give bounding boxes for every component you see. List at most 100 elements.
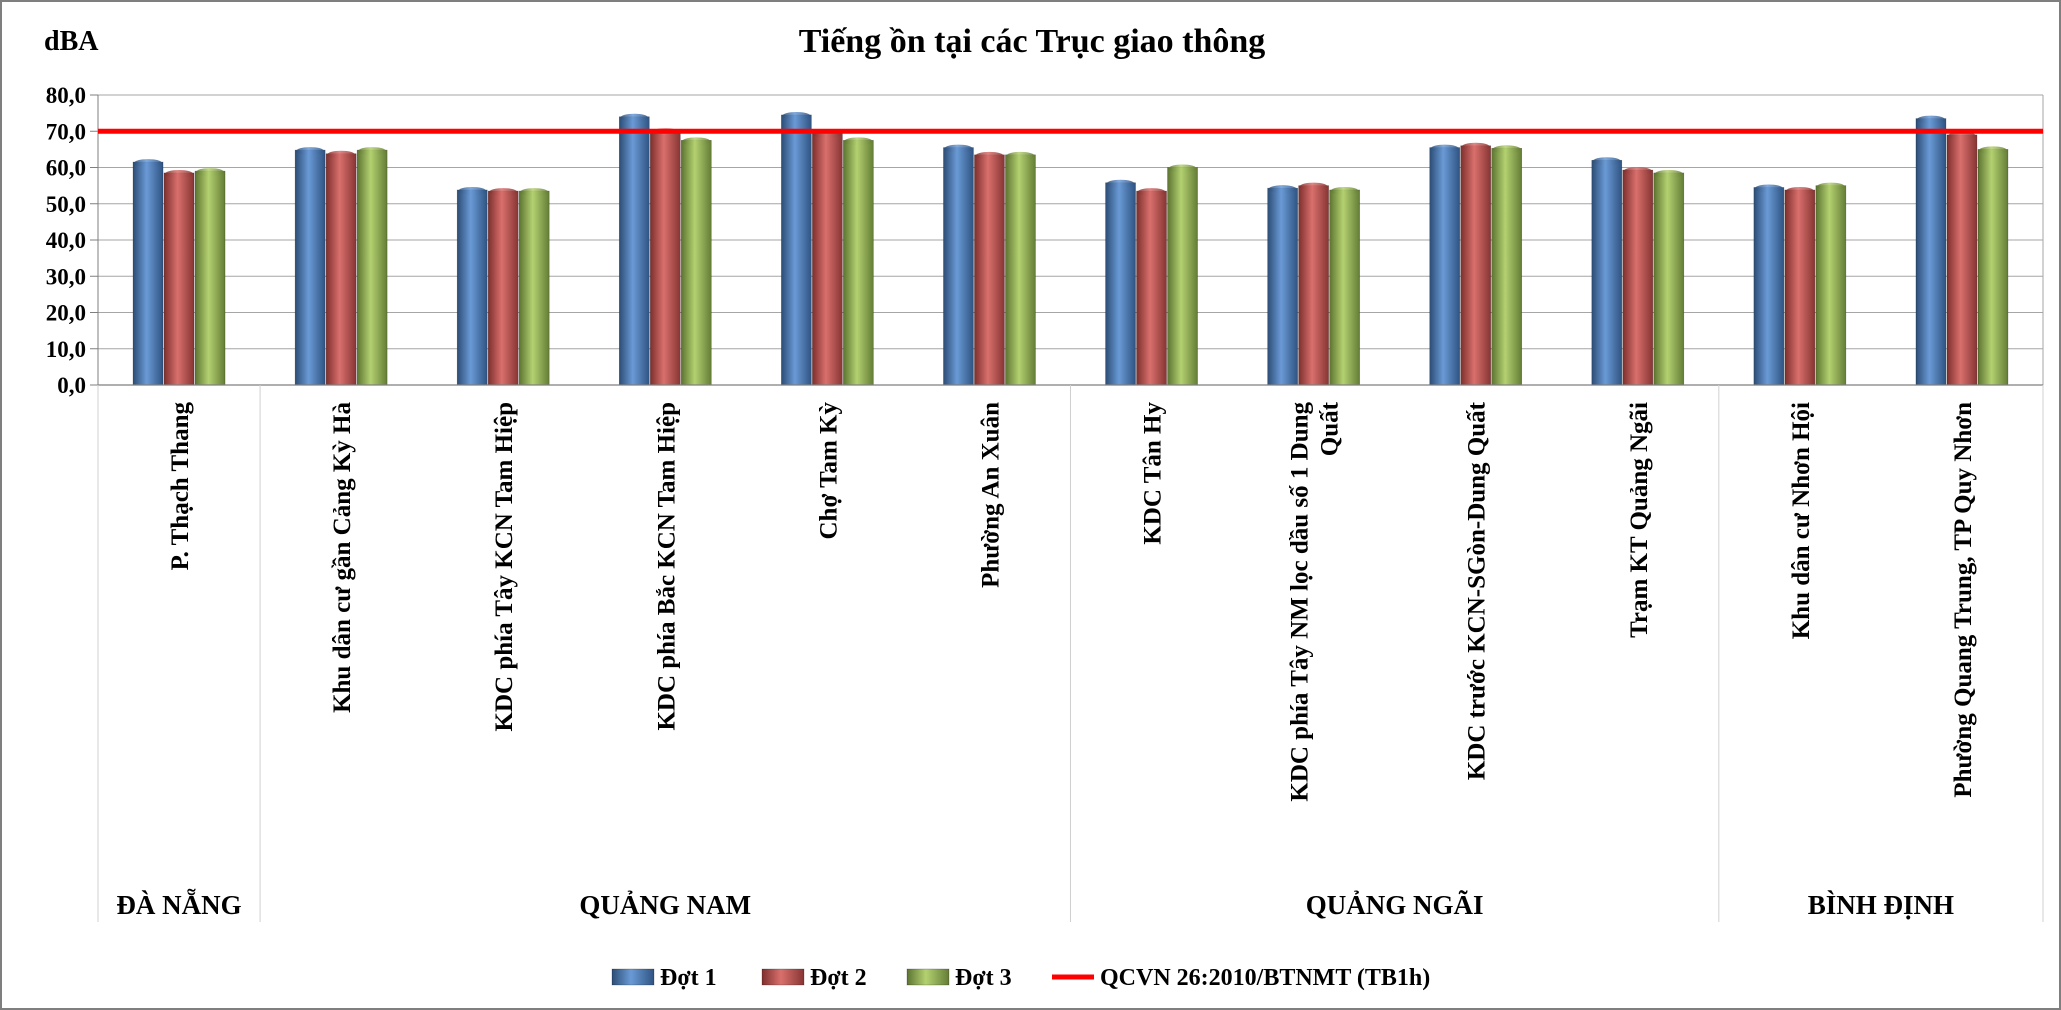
bar-cap-series-2-cat-11 (1785, 186, 1814, 195)
y-tick-label: 70,0 (46, 119, 86, 144)
bar-series-2-cat-11 (1784, 189, 1816, 386)
bar-series-2-cat-4 (649, 130, 681, 386)
category-label: Khu dân cư gần Cảng Kỳ Hà (329, 402, 356, 713)
bar-cap-series-2-cat-7 (1137, 188, 1166, 197)
bar-cap-series-3-cat-4 (682, 137, 711, 146)
bar-series-2-cat-10 (1622, 169, 1654, 386)
y-tick-label: 30,0 (46, 264, 86, 289)
bar-cap-series-2-cat-2 (327, 150, 356, 159)
bar-cap-series-2-cat-6 (975, 151, 1004, 160)
bar-series-1-cat-10 (1591, 159, 1623, 386)
y-tick-label: 10,0 (46, 337, 86, 362)
bar-cap-series-1-cat-9 (1430, 144, 1459, 153)
bar-series-3-cat-4 (680, 140, 712, 386)
bar-series-1-cat-8 (1267, 187, 1298, 386)
bar-series-3-cat-10 (1653, 172, 1685, 386)
bar-cap-series-2-cat-1 (165, 169, 194, 178)
legend: Đợt 1 Đợt 2 Đợt 3 QCVN 26:2010/BTNMT (TB1h) (611, 965, 1430, 991)
bar-cap-series-3-cat-10 (1654, 169, 1683, 178)
bar-cap-series-1-cat-4 (620, 113, 649, 122)
bar-cap-series-3-cat-2 (358, 147, 387, 156)
y-tick-label: 40,0 (46, 228, 86, 253)
bar-series-3-cat-8 (1329, 189, 1360, 386)
y-tick-label: 0,0 (57, 373, 86, 398)
bar-series-2-cat-3 (487, 190, 519, 386)
bar-cap-series-3-cat-12 (1978, 146, 2007, 155)
bar-series-3-cat-2 (356, 149, 388, 386)
bar-cap-series-3-cat-11 (1816, 182, 1845, 191)
bar-cap-series-1-cat-5 (782, 111, 811, 120)
bar-series-1-cat-1 (132, 161, 164, 386)
bar-series-1-cat-9 (1429, 147, 1461, 386)
category-label: Phường An Xuân (977, 402, 1004, 588)
category-label: KDC phía Tây NM lọc dầu số 1 Dung (1287, 402, 1314, 802)
bar-series-3-cat-1 (194, 170, 226, 386)
bar-cap-series-1-cat-11 (1754, 184, 1783, 193)
y-axis-unit-label: dBA (44, 26, 99, 57)
category-label: KDC Tân Hy (1140, 402, 1167, 545)
bar-series-1-cat-11 (1753, 187, 1785, 386)
bar-cap-series-3-cat-9 (1492, 145, 1521, 154)
legend-swatch (906, 968, 950, 986)
bar-cap-series-3-cat-8 (1330, 186, 1359, 195)
bar-series-2-cat-7 (1136, 190, 1167, 386)
bar-series-2-cat-1 (163, 172, 195, 386)
legend-swatch (611, 968, 655, 986)
bar-series-3-cat-11 (1815, 185, 1847, 386)
bar-cap-series-3-cat-3 (520, 188, 549, 197)
bar-series-2-cat-5 (812, 132, 843, 386)
bar-cap-series-2-cat-10 (1623, 167, 1652, 176)
legend-label: Đợt 1 (660, 965, 717, 991)
group-label: QUẢNG NGÃI (1306, 890, 1484, 920)
bar-cap-series-1-cat-8 (1268, 185, 1297, 194)
y-tick-label: 50,0 (46, 192, 86, 217)
bar-cap-series-1-cat-6 (944, 144, 973, 153)
group-label: ĐÀ NẴNG (116, 889, 241, 920)
bar-cap-series-2-cat-9 (1461, 142, 1490, 151)
bar-series-2-cat-2 (325, 153, 357, 386)
bar-series-3-cat-5 (843, 140, 874, 386)
bar-series-1-cat-12 (1915, 118, 1947, 386)
bar-series-1-cat-4 (618, 116, 650, 386)
bar-cap-series-3-cat-6 (1006, 151, 1035, 160)
bar-cap-series-1-cat-2 (296, 147, 325, 156)
legend-swatch (761, 968, 805, 986)
category-label: Khu dân cư Nhơn Hội (1788, 402, 1815, 639)
legend-label: Đợt 2 (810, 965, 867, 991)
y-tick-label: 20,0 (46, 301, 86, 326)
bar-series-1-cat-6 (943, 147, 974, 386)
category-label: KDC trước KCN-SGòn-Dung Quất (1464, 401, 1491, 780)
bar-series-1-cat-7 (1105, 182, 1136, 386)
bar-series-2-cat-6 (974, 154, 1005, 386)
bar-series-2-cat-12 (1946, 134, 1978, 386)
bar-cap-series-2-cat-8 (1299, 182, 1328, 191)
bar-cap-series-1-cat-12 (1916, 115, 1945, 124)
group-label: QUẢNG NAM (579, 890, 751, 920)
bar-cap-series-3-cat-1 (196, 168, 225, 177)
category-label: Quất (1317, 401, 1344, 456)
bar-cap-series-2-cat-12 (1947, 131, 1976, 140)
bar-cap-series-2-cat-3 (489, 188, 518, 197)
category-label: Trạm KT Quảng Ngãi (1626, 402, 1653, 638)
bars (132, 111, 2009, 386)
category-label: Phường Quang Trung, TP Quy Nhơn (1950, 402, 1977, 798)
bar-cap-series-1-cat-7 (1106, 179, 1135, 188)
bar-series-2-cat-9 (1460, 145, 1492, 386)
y-tick-label: 80,0 (46, 83, 86, 108)
bar-series-1-cat-5 (781, 114, 812, 386)
bar-cap-series-1-cat-10 (1592, 157, 1621, 166)
category-label: KDC phía Bắc KCN Tam Hiệp (653, 402, 680, 731)
grid-lines (97, 94, 2044, 386)
bar-series-2-cat-8 (1298, 185, 1329, 386)
bar-series-1-cat-2 (294, 149, 326, 386)
bar-series-3-cat-6 (1005, 154, 1036, 386)
bar-series-3-cat-12 (1977, 149, 2009, 386)
bar-series-3-cat-3 (518, 190, 550, 386)
x-axis: P. Thạch Thang Khu dân cư gần Cảng Kỳ Hà K… (97, 384, 2044, 922)
bar-series-3-cat-7 (1167, 167, 1198, 386)
group-label: BÌNH ĐỊNH (1808, 890, 1954, 920)
bar-series-1-cat-3 (456, 189, 488, 386)
legend-label: QCVN 26:2010/BTNMT (TB1h) (1100, 965, 1430, 991)
